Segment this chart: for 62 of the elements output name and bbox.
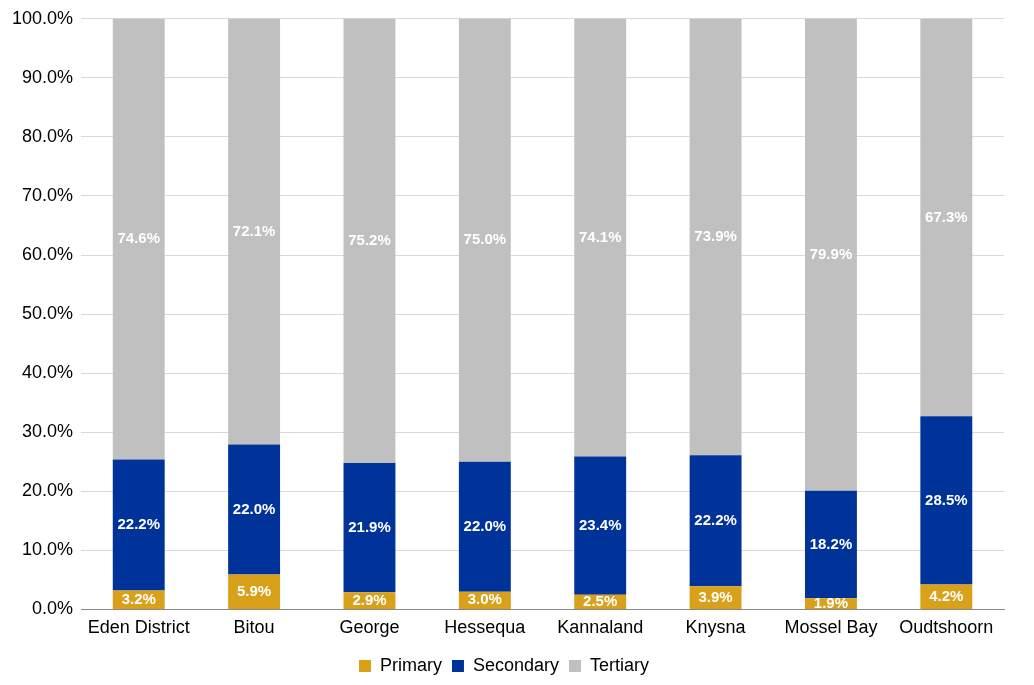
bar (920, 18, 973, 417)
data-label: 22.0% (463, 516, 507, 534)
bar (804, 490, 857, 599)
data-label: 3.0% (467, 590, 502, 608)
bar (228, 18, 281, 445)
y-tick-label: 20.0% (22, 480, 74, 501)
x-tick-label: Hessequa (444, 617, 527, 638)
data-label: 75.0% (463, 230, 507, 248)
bar (574, 456, 627, 595)
bar (343, 18, 396, 463)
bar (458, 18, 511, 462)
data-label: 22.2% (117, 515, 161, 533)
y-tick-label: 0.0% (32, 598, 74, 619)
x-tick-label: Mossel Bay (784, 617, 878, 638)
bar (574, 18, 627, 457)
data-label: 74.1% (578, 227, 622, 245)
bar (112, 18, 165, 460)
x-tick-label: Kannaland (557, 617, 644, 638)
data-label: 79.9% (809, 244, 853, 262)
data-label: 5.9% (237, 581, 272, 599)
data-label: 28.5% (925, 490, 968, 508)
bar (343, 462, 396, 593)
data-label: 22.2% (694, 510, 737, 528)
data-label: 22.0% (232, 499, 276, 517)
x-tick-label: Eden District (87, 617, 190, 638)
data-label: 3.9% (698, 587, 733, 605)
y-tick-label: 80.0% (22, 125, 74, 146)
data-label: 1.9% (813, 593, 849, 611)
x-tick-label: Bitou (233, 617, 275, 638)
bar (112, 459, 165, 591)
data-label: 23.4% (578, 515, 622, 533)
x-tick-label: Knysna (685, 617, 747, 638)
bar (920, 416, 973, 585)
data-label: 72.1% (232, 221, 276, 239)
y-tick-label: 50.0% (22, 303, 74, 324)
y-tick-label: 100.0% (11, 7, 74, 28)
data-label: 2.9% (352, 590, 387, 608)
y-tick-label: 40.0% (22, 362, 74, 383)
x-tick-label: Oudtshoorn (899, 617, 994, 638)
y-tick-label: 70.0% (22, 184, 74, 205)
y-tick-label: 10.0% (22, 539, 74, 560)
data-label: 3.2% (121, 589, 156, 607)
data-label: 74.6% (117, 229, 161, 247)
data-label: 18.2% (809, 534, 853, 552)
legend-label: Tertiary (590, 654, 650, 675)
bar (458, 461, 511, 592)
x-tick-label: George (339, 617, 400, 638)
data-label: 75.2% (348, 231, 391, 249)
data-label: 2.5% (583, 591, 618, 609)
data-label: 73.9% (694, 227, 737, 245)
y-tick-label: 60.0% (22, 244, 74, 265)
y-tick-label: 90.0% (22, 66, 74, 87)
bar (689, 455, 742, 587)
bar (804, 18, 857, 491)
y-tick-label: 30.0% (22, 421, 74, 442)
bar (689, 18, 742, 456)
legend-label: Secondary (472, 654, 560, 675)
data-label: 67.3% (925, 207, 968, 225)
legend-label: Primary (379, 654, 442, 675)
data-label: 4.2% (929, 586, 964, 604)
bar (228, 444, 281, 575)
data-label: 21.9% (348, 517, 391, 535)
